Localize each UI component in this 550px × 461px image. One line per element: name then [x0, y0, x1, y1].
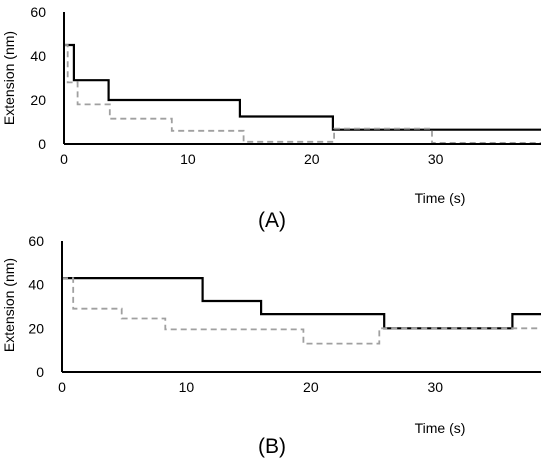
panel-b-label: (B): [258, 435, 286, 458]
panel-a-series-1-line: [64, 43, 541, 131]
panel-a-y-axis-label: Extension (nm): [1, 31, 17, 125]
panel-a-x-tick-label: 20: [304, 151, 320, 167]
panel-b-series-1-line: [62, 277, 541, 330]
panel-b-y-tick-label: 0: [36, 364, 44, 380]
panel-b-series-2-line: [62, 277, 541, 345]
panel-b-y-axis-label: Extension (nm): [1, 258, 17, 352]
panel-a-y-tick-label: 60: [30, 4, 46, 20]
panel-b-x-axis-label: Time (s): [415, 420, 466, 436]
panel-a-y-tick-label: 0: [38, 136, 46, 152]
panel-a-x-tick-label: 10: [180, 151, 196, 167]
panel-a-y-tick-label: 40: [30, 48, 46, 64]
panel-a-x-tick-label: 0: [60, 151, 68, 167]
panel-a-label: (A): [258, 209, 286, 232]
panel-a-x-axis-label: Time (s): [415, 190, 466, 206]
chart-panel-a: (A) Time (s) Extension (nm) 0 20 40 60 0 10 20…: [1, 4, 541, 232]
panel-b-y-tick-label: 60: [28, 233, 44, 249]
panel-b-x-tick-label: 30: [427, 379, 443, 395]
panel-a-y-tick-label: 20: [30, 92, 46, 108]
panel-b-y-tick-label: 20: [28, 320, 44, 336]
panel-b-y-tick-label: 40: [28, 277, 44, 293]
chart-panel-b: (B) Time (s) Extension (nm) 0 20 40 60 0 10 20…: [1, 233, 541, 458]
panel-b-x-tick-label: 0: [58, 379, 66, 395]
panel-b-x-tick-label: 20: [303, 379, 319, 395]
panel-a-series-2-line: [64, 44, 541, 144]
panel-a-x-tick-label: 30: [428, 151, 444, 167]
panel-b-x-tick-label: 10: [179, 379, 195, 395]
